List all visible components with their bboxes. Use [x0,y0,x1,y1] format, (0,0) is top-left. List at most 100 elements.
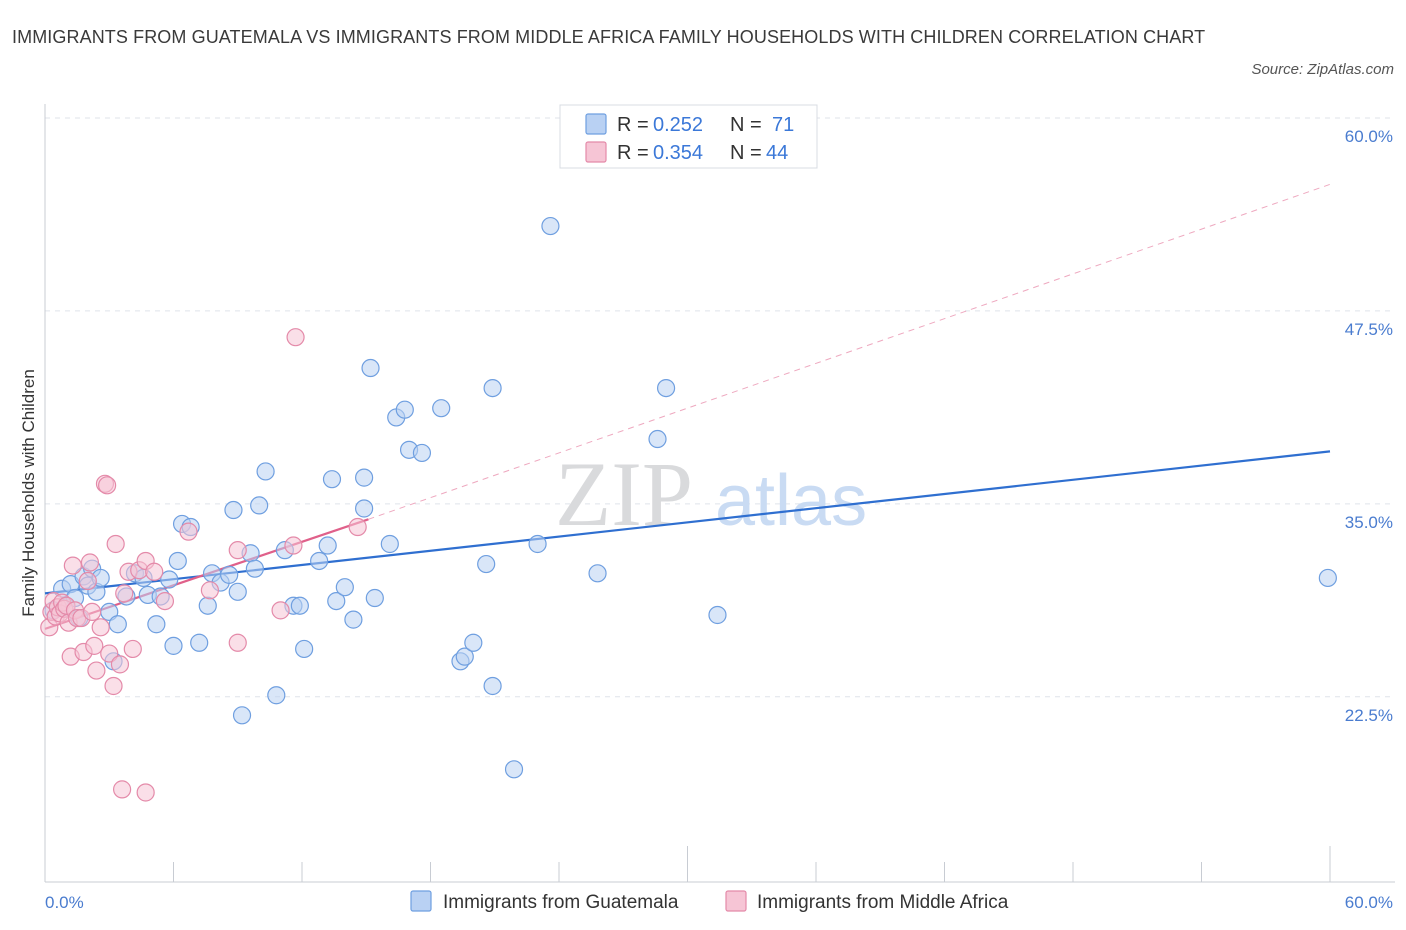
guatemala-point [250,496,269,515]
guatemala-point [380,534,399,554]
guatemala-point [708,605,727,625]
guatemala-point [256,462,275,481]
y-axis-label: Family Households with Children [19,369,38,617]
watermark-atlas: atlas [715,461,867,541]
middle-africa-point [87,661,106,680]
watermark: ZIP atlas [555,443,867,545]
legend-r-label-blue: R = [617,114,649,136]
guatemala-point [355,468,374,487]
guatemala-point [147,615,166,634]
guatemala-point [464,633,483,652]
middle-africa-point [179,522,198,541]
middle-africa-point [80,553,100,572]
middle-africa-point [78,571,97,591]
series-legend-label-middle-africa: Immigrants from Middle Africa [757,892,1009,913]
middle-africa-point [286,328,305,347]
guatemala-point [108,615,127,634]
legend-n-value-pink: 44 [766,142,788,164]
chart-title: IMMIGRANTS FROM GUATEMALA VS IMMIGRANTS … [12,27,1206,47]
guatemala-point [588,564,607,583]
y-tick-label: 60.0% [1345,127,1393,146]
y-tick-label: 35.0% [1345,513,1393,532]
middle-africa-point [271,601,290,620]
guatemala-point [190,633,209,652]
guatemala-point [504,760,524,779]
guatemala-point [198,596,217,615]
legend-r-value-blue: 0.252 [653,114,703,136]
guatemala-point [412,443,432,463]
legend-r-value-pink: 0.354 [653,142,703,164]
middle-africa-point [123,639,142,659]
guatemala-point [295,639,314,659]
guatemala-point [432,399,451,418]
guatemala-point [365,588,384,608]
guatemala-point [224,500,243,520]
tick-layer: 22.5% 35.0% 47.5% 60.0% 0.0% 60.0% [45,127,1393,912]
middle-africa-point [63,556,82,575]
guatemala-point [228,582,247,601]
middle-africa-point [100,644,119,663]
series-legend-swatch-guatemala [410,890,432,912]
middle-africa-point [228,633,247,652]
watermark-zip: ZIP [555,443,693,545]
guatemala-point [164,636,183,655]
middle-africa-point [155,591,175,611]
guatemala-point [232,706,252,725]
guatemala-point [483,676,502,696]
x-tick-label-min: 0.0% [45,893,84,912]
series-legend: Immigrants from Guatemala Immigrants fro… [410,890,1009,913]
middle-africa-point [85,636,104,655]
y-tick-label: 22.5% [1345,706,1393,725]
guatemala-point [327,591,346,611]
guatemala-point [528,534,547,554]
legend-swatch-pink [585,141,607,163]
source-label: Source: ZipAtlas.com [1251,61,1394,78]
middle-africa-point [83,602,102,621]
guatemala-point [483,379,502,398]
middle-africa-point [104,676,123,696]
y-tick-label: 47.5% [1345,320,1393,339]
guatemala-point [656,379,676,398]
guatemala-point [290,596,309,615]
guatemala-point [168,551,187,571]
middle-africa-point [115,584,134,603]
series-legend-swatch-middle-africa [725,890,747,912]
series-legend-label-guatemala: Immigrants from Guatemala [443,892,679,913]
legend-n-label-blue: N = [730,114,762,136]
middle-africa-point [136,783,155,802]
middle-africa-point [91,618,110,637]
guatemala-point [1318,568,1337,588]
legend-n-value-blue: 71 [772,114,794,136]
guatemala-point [541,216,560,236]
middle-africa-point [200,581,220,600]
guatemala-point [160,570,179,589]
guatemala-point [455,647,474,666]
legend-n-label-pink: N = [730,142,762,164]
guatemala-point [220,565,239,584]
guatemala-point [245,559,264,578]
middle-africa-point [110,655,130,674]
guatemala-point [344,610,363,629]
middle-africa-point [112,780,132,799]
middle-africa-point [348,517,367,537]
middle-africa-trend-extension [368,183,1331,520]
guatemala-point [335,578,354,597]
guatemala-point [395,400,414,419]
axes-layer [44,104,1395,883]
guatemala-point [361,358,380,378]
guatemala-point [477,554,496,574]
guatemala-point [355,499,374,518]
middle-africa-point [145,562,164,581]
stats-legend: R = 0.252 N = 71 R = 0.354 N = 44 [559,104,818,169]
points-layer [40,216,1337,802]
x-tick-label-max: 60.0% [1345,893,1393,912]
legend-swatch-blue [585,113,607,135]
guatemala-point [310,551,329,571]
legend-r-label-pink: R = [617,142,649,164]
middle-africa-point [284,536,303,555]
guatemala-point [322,470,342,489]
middle-africa-point [98,476,117,495]
guatemala-point [648,429,667,449]
middle-africa-point [228,541,247,560]
